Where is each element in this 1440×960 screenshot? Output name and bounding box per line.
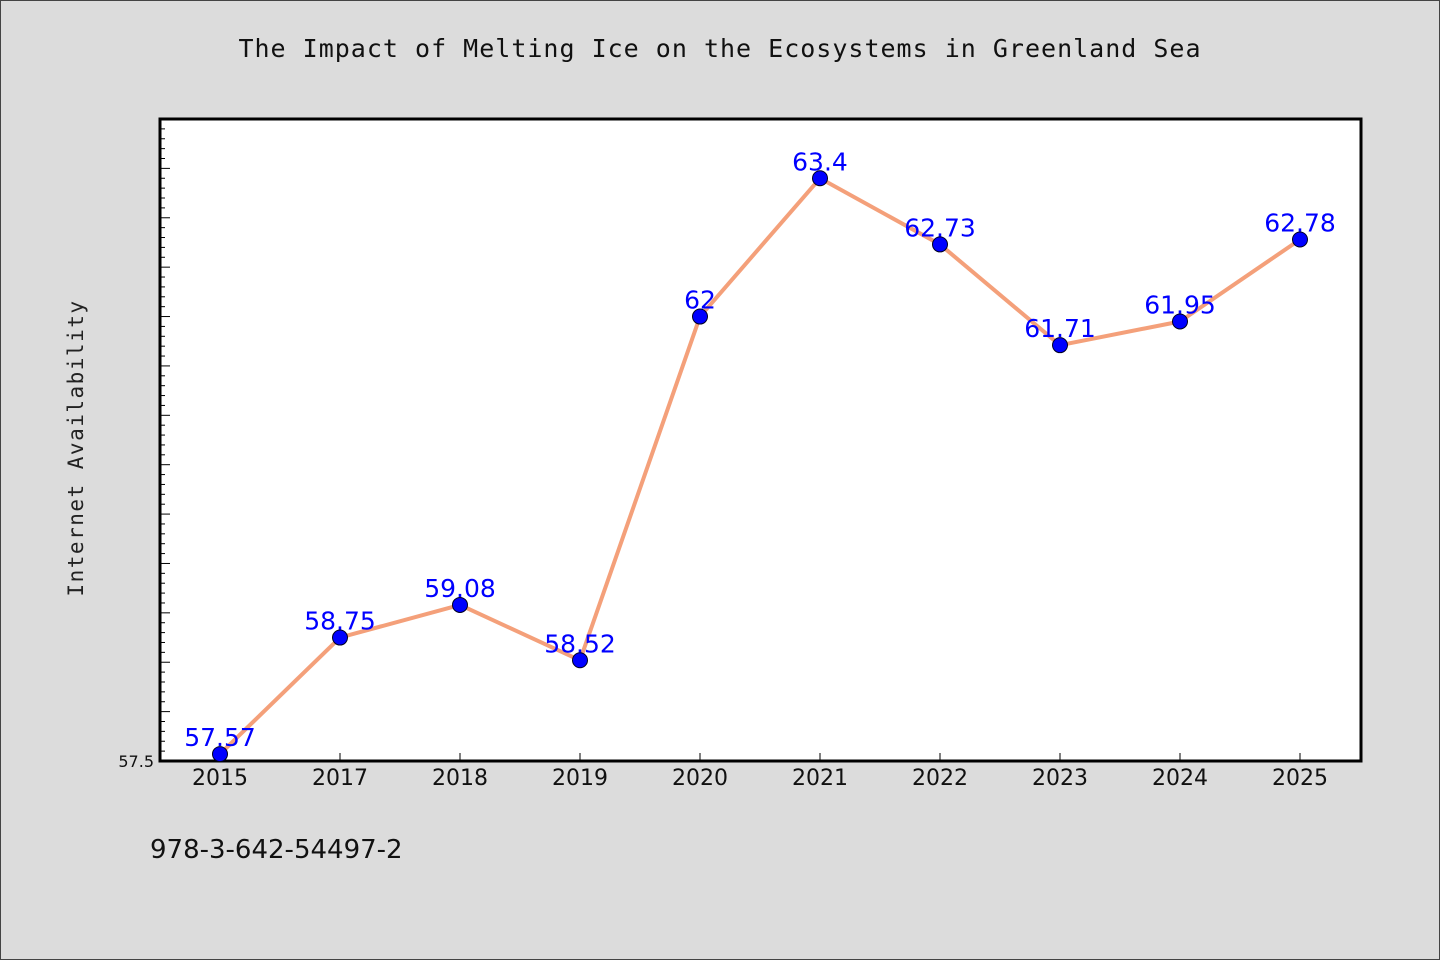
x-axis-ticks: 2015 2017 2018 2019 2020 2021 2022 2023 2024 2025: [192, 753, 1328, 791]
data-point: [1052, 337, 1068, 354]
x-tick-label: 2017: [312, 766, 368, 791]
data-label: 62: [684, 286, 716, 315]
data-point: [212, 746, 228, 763]
x-tick-label: 2019: [552, 766, 608, 791]
data-label: 58.52: [544, 629, 616, 658]
data-label: 58.75: [304, 607, 376, 636]
data-point: [932, 236, 948, 253]
data-point: [572, 652, 588, 669]
x-tick-label: 2021: [792, 766, 848, 791]
series-markers: [212, 170, 1308, 763]
x-tick-label: 2023: [1032, 766, 1088, 791]
isbn-footer: 978-3-642-54497-2: [150, 835, 403, 865]
data-label: 63.4: [792, 147, 848, 176]
data-label: 61.71: [1024, 314, 1096, 343]
data-point: [1292, 231, 1308, 248]
x-tick-label: 2022: [912, 766, 968, 791]
data-point: [452, 596, 468, 613]
y-tick-label: 57.5: [118, 752, 154, 771]
chart-title: The Impact of Melting Ice on the Ecosyst…: [238, 34, 1202, 63]
x-tick-label: 2015: [192, 766, 248, 791]
x-tick-label: 2020: [672, 766, 728, 791]
x-tick-label: 2018: [432, 766, 488, 791]
data-label: 59.08: [424, 574, 496, 603]
x-tick-label: 2024: [1152, 766, 1208, 791]
data-label: 62.78: [1264, 208, 1336, 237]
y-axis-ticks: 57.5: [118, 118, 170, 771]
data-point: [332, 629, 348, 646]
series-line: [218, 176, 1302, 757]
data-point: [692, 308, 708, 325]
data-label: 62.73: [904, 213, 976, 242]
data-label: 57.57: [184, 723, 256, 752]
data-label: 61.95: [1144, 290, 1216, 319]
data-point: [1172, 313, 1188, 330]
data-point: [812, 170, 828, 187]
x-tick-label: 2025: [1272, 766, 1328, 791]
plot-area: [158, 117, 1363, 763]
data-labels: 57.57 58.75 59.08 58.52 62 63.4 62.73 61.71 61.9…: [184, 147, 1336, 752]
